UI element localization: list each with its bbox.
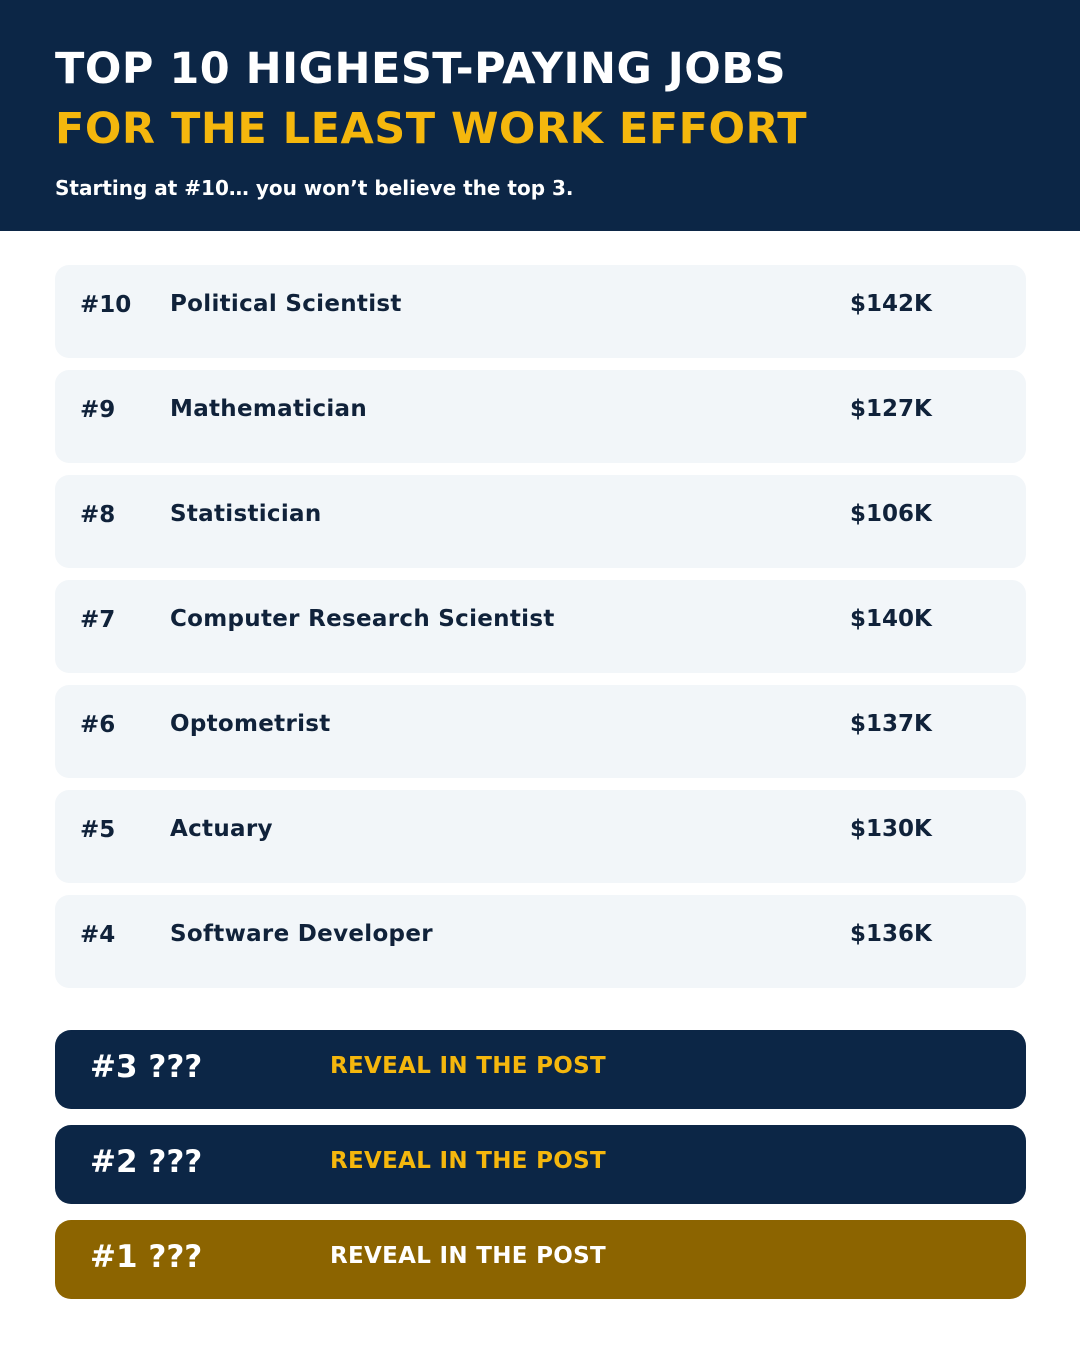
mystery-rank-label: #3 ???: [90, 1049, 203, 1085]
job-row-8: #8 Statistician $106K: [55, 475, 1026, 568]
job-title: Software Developer: [170, 921, 433, 947]
reveal-cta: REVEAL IN THE POST: [330, 1243, 606, 1269]
job-row-6: #6 Optometrist $137K: [55, 685, 1026, 778]
job-title: Optometrist: [170, 711, 331, 737]
job-rank: #10: [80, 292, 132, 318]
job-list: #10 Political Scientist $142K #9 Mathema…: [55, 265, 1026, 1000]
job-row-4: #4 Software Developer $136K: [55, 895, 1026, 988]
job-row-7: #7 Computer Research Scientist $140K: [55, 580, 1026, 673]
title-line-2: FOR THE LEAST WORK EFFORT: [55, 104, 808, 154]
job-title: Actuary: [170, 816, 273, 842]
title-line-1: TOP 10 HIGHEST-PAYING JOBS: [55, 44, 787, 94]
reveal-list: #3 ??? REVEAL IN THE POST #2 ??? REVEAL …: [55, 1030, 1026, 1315]
job-row-10: #10 Political Scientist $142K: [55, 265, 1026, 358]
job-rank: #9: [80, 397, 116, 423]
mystery-rank-label: #1 ???: [90, 1239, 203, 1275]
reveal-bar-2: #2 ??? REVEAL IN THE POST: [55, 1125, 1026, 1204]
job-title: Mathematician: [170, 396, 368, 422]
job-title: Political Scientist: [170, 291, 402, 317]
job-rank: #4: [80, 922, 116, 948]
reveal-cta: REVEAL IN THE POST: [330, 1148, 606, 1174]
reveal-bar-1: #1 ??? REVEAL IN THE POST: [55, 1220, 1026, 1299]
header-banner: TOP 10 HIGHEST-PAYING JOBS FOR THE LEAST…: [0, 0, 1080, 231]
reveal-cta: REVEAL IN THE POST: [330, 1053, 606, 1079]
job-row-5: #5 Actuary $130K: [55, 790, 1026, 883]
job-title: Computer Research Scientist: [170, 606, 555, 632]
job-salary: $130K: [850, 816, 932, 842]
job-salary: $137K: [850, 711, 932, 737]
job-salary: $140K: [850, 606, 932, 632]
reveal-bar-3: #3 ??? REVEAL IN THE POST: [55, 1030, 1026, 1109]
job-rank: #6: [80, 712, 116, 738]
job-salary: $127K: [850, 396, 932, 422]
subtitle: Starting at #10… you won’t believe the t…: [55, 176, 574, 200]
job-row-9: #9 Mathematician $127K: [55, 370, 1026, 463]
job-title: Statistician: [170, 501, 322, 527]
job-salary: $142K: [850, 291, 932, 317]
job-rank: #7: [80, 607, 116, 633]
job-rank: #8: [80, 502, 116, 528]
job-rank: #5: [80, 817, 116, 843]
mystery-rank-label: #2 ???: [90, 1144, 203, 1180]
job-salary: $106K: [850, 501, 932, 527]
job-salary: $136K: [850, 921, 932, 947]
